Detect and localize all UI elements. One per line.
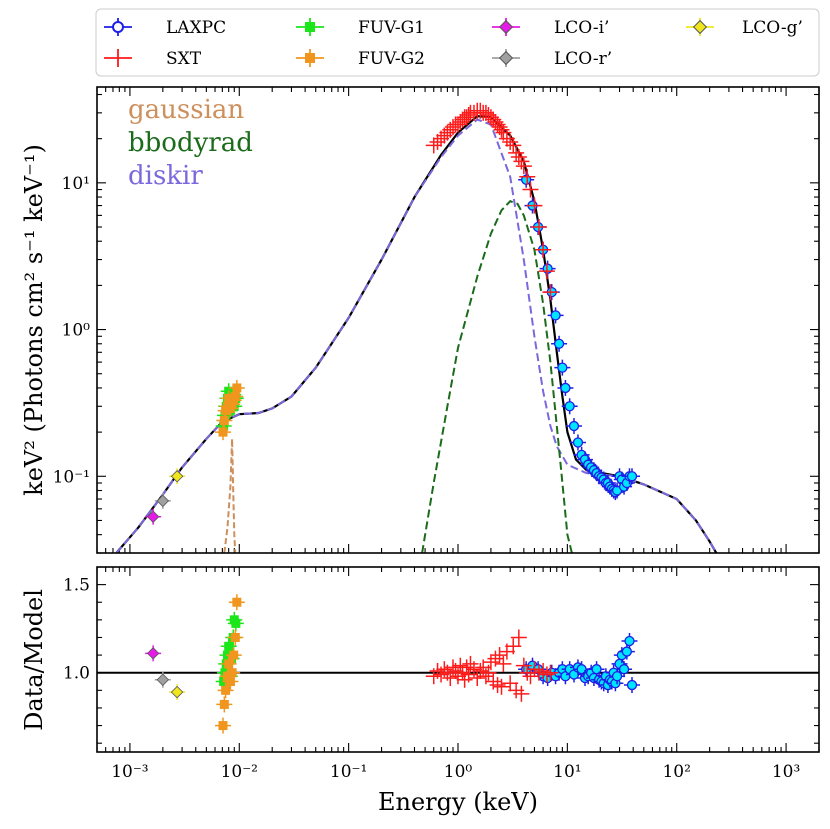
y-tick-label: 10¹ (62, 174, 90, 194)
fuv-point (232, 597, 242, 607)
laxpc-point (572, 437, 584, 448)
x-tick-label: 10⁻² (221, 762, 258, 782)
gaussian-curve (223, 438, 237, 553)
fuv-point (218, 427, 228, 437)
legend-marker (692, 19, 708, 35)
y-tick-label: 1.0 (63, 664, 90, 684)
laxpc-point (564, 401, 575, 412)
legend-label: FUV-G2 (358, 49, 425, 69)
legend-marker (305, 53, 315, 63)
fuv-point (219, 415, 229, 425)
fuv-point (232, 383, 242, 393)
legend-label: LCO-i’ (554, 18, 609, 38)
legend-label: SXT (166, 49, 202, 69)
x-tick-label: 10³ (772, 762, 800, 782)
lco-point (146, 647, 160, 660)
x-tick-label: 10⁻³ (111, 762, 148, 782)
lco-point (156, 673, 170, 686)
lco-point (146, 510, 160, 523)
x-tick-label: 10⁻¹ (330, 762, 367, 782)
spectrum-panel-frame (96, 86, 820, 554)
laxpc-point (621, 646, 633, 657)
fuv-point (225, 677, 235, 687)
lco-point (156, 494, 170, 508)
fuv-point (230, 391, 240, 401)
spectrum-plot-area (115, 102, 718, 553)
laxpc-point (626, 471, 638, 482)
legend-label: LCO-r’ (554, 49, 612, 69)
x-tick-label: 10¹ (553, 762, 581, 782)
fuv-point (227, 668, 237, 678)
ratio-plot-area (97, 594, 819, 734)
x-axis-label: Energy (keV) (378, 788, 538, 816)
x-tick-label: 10² (662, 762, 690, 782)
y-tick-label: 10⁻¹ (53, 467, 90, 487)
laxpc-point (611, 671, 623, 682)
legend-label: LAXPC (166, 18, 226, 38)
laxpc-point (550, 310, 561, 321)
ratio-panel: 10⁻³ 10⁻² 10⁻¹ 10⁰ 10¹ 10² 10³ 1.0 1.5 Data/Mode… (20, 566, 820, 816)
laxpc-point (626, 679, 638, 691)
fuv-point (218, 721, 228, 731)
fuv-point (230, 632, 240, 642)
y-tick-label: 10⁰ (62, 321, 91, 341)
diskir-label: diskir (128, 161, 203, 191)
legend-frame (95, 8, 820, 77)
ratio-y-axis-label: Data/Model (20, 589, 48, 731)
fuv-point (229, 650, 239, 660)
laxpc-point (618, 664, 630, 675)
laxpc-point (568, 420, 580, 432)
legend-marker (112, 21, 124, 33)
laxpc-point (557, 362, 568, 373)
x-tick-label: 10⁰ (444, 762, 473, 782)
legend-marker (498, 19, 514, 35)
spectrum-y-axis-label: keV² (Photons cm² s⁻¹ keV⁻¹) (20, 144, 48, 496)
fuv-point (224, 659, 234, 669)
lco-point (170, 685, 184, 699)
bbodyrad-label: bbodyrad (128, 128, 253, 158)
fuv-point (224, 641, 234, 651)
bbodyrad-curve (421, 200, 573, 553)
laxpc-point (591, 664, 602, 675)
laxpc-point (624, 635, 635, 647)
total-model-curve (115, 114, 718, 553)
laxpc-point (560, 382, 571, 394)
laxpc-point (576, 664, 587, 675)
legend-marker (498, 50, 514, 66)
laxpc-point (553, 338, 565, 349)
gaussian-label: gaussian (128, 95, 244, 125)
fuv-point (221, 685, 231, 695)
legend-label: FUV-G1 (358, 18, 425, 38)
legend: LAXPC SXT FUV-G1 FUV-G2 LCO-i’ LCO-r’ LCO-g’ (95, 8, 820, 77)
y-tick-label: 1.5 (63, 576, 90, 596)
fuv-point (219, 699, 229, 709)
legend-marker (305, 22, 315, 32)
fuv-point (231, 618, 241, 628)
ratio-axis-ticks: 10⁻³ 10⁻² 10⁻¹ 10⁰ 10¹ 10² 10³ 1.0 1.5 (63, 566, 820, 782)
ratio-panel-frame (96, 566, 820, 753)
legend-label: LCO-g’ (742, 18, 803, 38)
diskir-curve (115, 118, 718, 553)
lco-point (170, 470, 184, 483)
